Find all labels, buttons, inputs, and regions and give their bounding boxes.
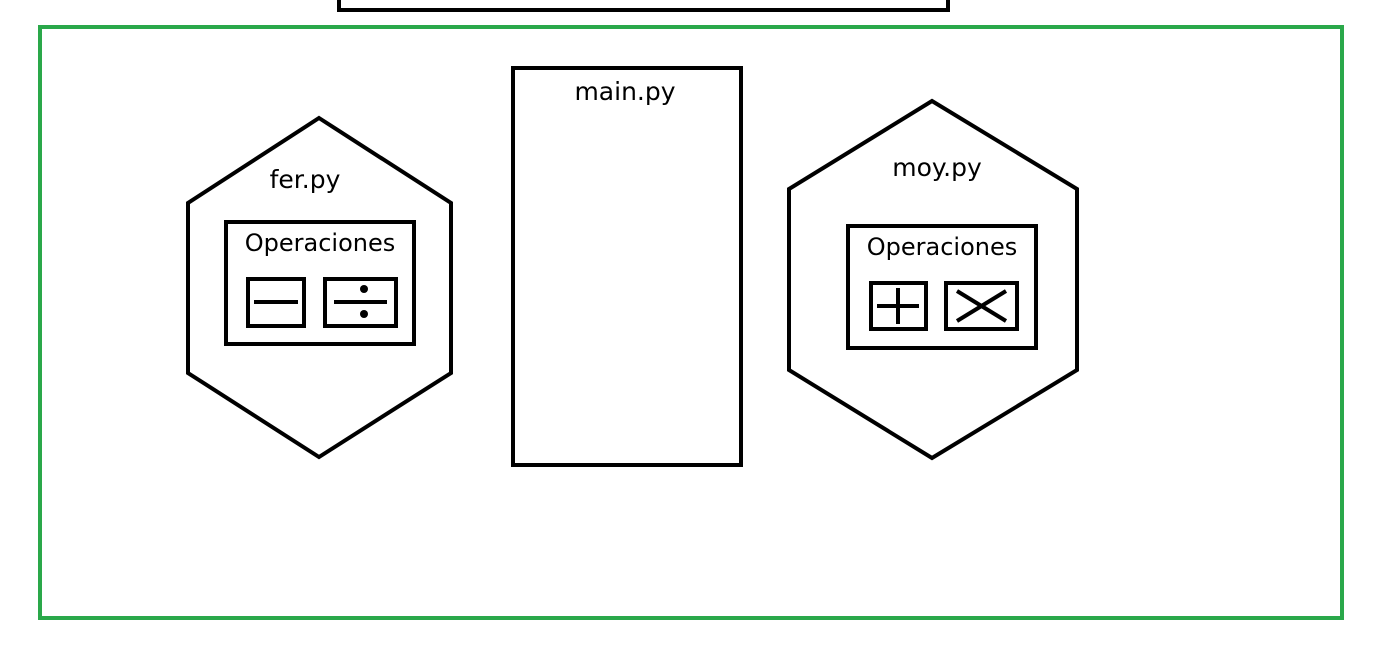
operations-panel-title: Operaciones: [245, 229, 396, 257]
module-main: main.py: [511, 66, 743, 467]
module-fer: fer.py Operaciones: [186, 115, 453, 460]
operations-panel: Operaciones: [224, 220, 416, 346]
module-name: moy.py: [892, 153, 982, 182]
project-container: [38, 25, 1344, 620]
module-name: fer.py: [270, 165, 341, 194]
top-box: [337, 0, 950, 12]
module-moy: moy.py Operaciones: [787, 98, 1079, 461]
operations-panel-title: Operaciones: [867, 233, 1018, 261]
operations-panel-frame: [846, 224, 1038, 350]
divide-icon[interactable]: [323, 277, 398, 328]
multiply-icon[interactable]: [944, 281, 1019, 331]
main-module-box: [511, 66, 743, 467]
module-hexagon: [787, 98, 1079, 461]
plus-icon[interactable]: [869, 281, 928, 331]
module-hexagon: [186, 115, 453, 460]
minus-icon[interactable]: [246, 277, 306, 328]
operations-panel-frame: [224, 220, 416, 346]
operations-panel: Operaciones: [846, 224, 1038, 350]
main-module-name: main.py: [574, 77, 675, 106]
